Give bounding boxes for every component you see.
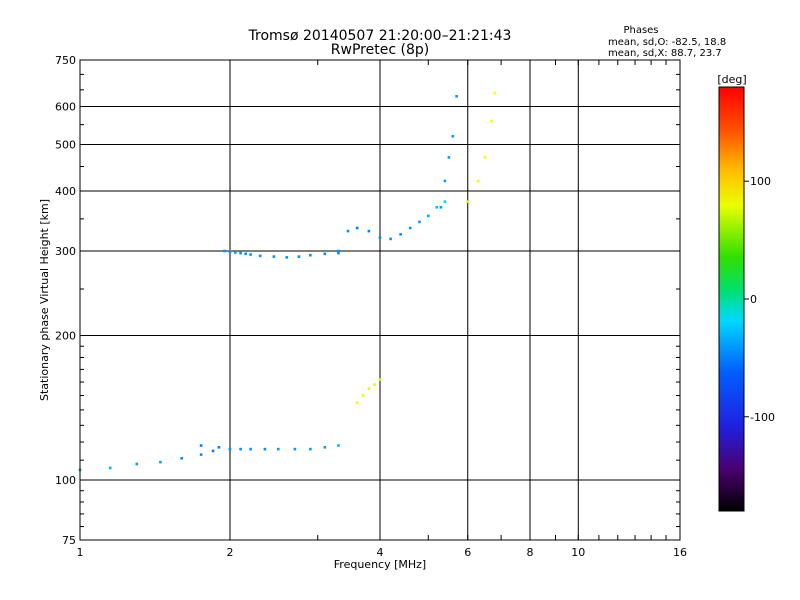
echo-point [477, 179, 480, 183]
echo-point [378, 236, 382, 239]
x-tick-label: 6 [464, 546, 471, 559]
echo-point [199, 444, 203, 447]
echo-point [493, 91, 497, 95]
echo-point [337, 251, 340, 255]
echo-point [367, 229, 371, 233]
chart-title: Tromsø 20140507 21:20:00–21:21:43 [248, 28, 512, 44]
x-axis-label: Frequency [MHz] [334, 558, 426, 571]
echo-point [427, 214, 430, 218]
phases-heading: Phases [623, 25, 658, 36]
echo-point [135, 462, 139, 466]
echo-point [443, 179, 447, 183]
y-tick-label: 600 [55, 101, 76, 114]
colorbar-tick-label: 100 [750, 175, 771, 188]
echo-point [249, 447, 252, 451]
x-tick-label: 1 [77, 546, 84, 559]
colorbar-ticks: 100 0 -100 [744, 175, 775, 424]
echo-point [199, 453, 203, 456]
echo-point [355, 401, 359, 404]
echo-point [378, 378, 382, 381]
x-tick-label: 2 [227, 546, 234, 559]
echo-point [223, 249, 226, 253]
echo-point [244, 252, 247, 256]
echo-point [239, 447, 242, 451]
echo-point [108, 466, 112, 470]
echo-point [346, 229, 350, 233]
colorbar [718, 86, 745, 512]
echo-point [451, 135, 455, 138]
echo-point [418, 220, 421, 224]
y-tick-label: 750 [55, 54, 76, 67]
echo-point [211, 449, 215, 453]
y-tick-label: 500 [55, 139, 76, 152]
y-tick-label: 75 [62, 534, 76, 547]
echo-point [435, 206, 439, 209]
x-tick-label: 8 [527, 546, 534, 559]
chart-subtitle: RwPretec (8p) [331, 42, 429, 58]
echo-point [439, 206, 443, 209]
echo-point [466, 200, 469, 203]
echo-point [337, 249, 340, 253]
echo-point [443, 200, 447, 203]
echo-point [258, 254, 262, 258]
echo-point [483, 156, 487, 159]
phases-o-stats: mean, sd,O: -82.5, 18.8 [608, 37, 726, 48]
echo-point [361, 394, 365, 397]
echo-point [373, 383, 376, 386]
colorbar-tick-label: -100 [750, 411, 775, 424]
phases-x-stats: mean, sd,X: 88.7, 23.7 [608, 48, 722, 59]
colorbar-label: [deg] [717, 73, 746, 86]
x-tick-label: 16 [673, 546, 687, 559]
echo-point [263, 447, 267, 451]
echo-point [337, 444, 340, 447]
echo-point [249, 253, 252, 256]
axis-ticks: 1 2 4 6 8 10 16 75 100 200 300 400 500 600 750 [55, 54, 687, 559]
grid-lines [80, 60, 680, 540]
echo-point [309, 447, 312, 451]
echo-point [293, 447, 297, 451]
echo-point [323, 446, 327, 449]
echo-point [239, 251, 242, 255]
echo-point [217, 446, 221, 449]
echo-point [355, 226, 359, 230]
y-tick-label: 300 [55, 245, 76, 258]
echo-point [277, 447, 280, 451]
echo-point [367, 387, 371, 390]
echo-point [159, 460, 162, 464]
echo-point [309, 253, 312, 257]
y-tick-label: 100 [55, 474, 76, 487]
data-points [78, 91, 497, 472]
x-tick-label: 10 [571, 546, 585, 559]
y-tick-label: 200 [55, 330, 76, 343]
echo-point [228, 447, 232, 451]
x-tick-label: 4 [377, 546, 384, 559]
y-axis-label: Stationary phase Virtual Height [km] [38, 199, 51, 401]
echo-point [447, 156, 451, 159]
y-tick-label: 400 [55, 185, 76, 198]
echo-point [323, 252, 327, 256]
echo-point [389, 237, 392, 241]
echo-point [234, 251, 237, 254]
colorbar-tick-label: 0 [750, 293, 757, 306]
echo-point [228, 250, 232, 253]
echo-point [399, 233, 402, 236]
echo-point [272, 255, 276, 258]
echo-point [490, 119, 493, 123]
echo-point [455, 95, 458, 98]
echo-point [180, 457, 183, 460]
echo-point [408, 226, 412, 230]
echo-point [285, 256, 289, 259]
echo-point [297, 255, 301, 258]
